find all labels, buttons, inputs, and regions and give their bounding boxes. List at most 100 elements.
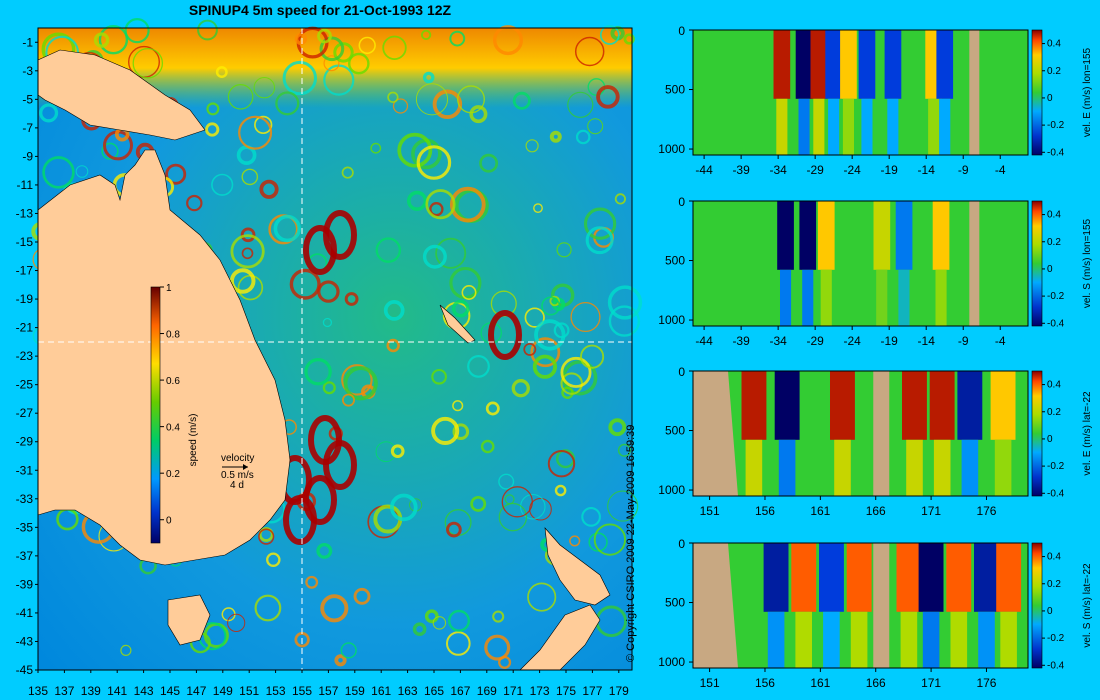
- eddy-swirl: [432, 616, 447, 630]
- eddy-swirl: [587, 118, 604, 135]
- eddy-swirl: [266, 552, 281, 567]
- section-colorbar-tick-label: 0: [1047, 93, 1053, 104]
- eddy-swirl: [533, 203, 543, 214]
- section-velocity-band-deep: [767, 611, 785, 669]
- section-y-tick-label: 0: [678, 195, 685, 209]
- map-x-tick-label: 137: [54, 684, 74, 698]
- section-velocity-band: [791, 543, 817, 612]
- eddy-swirl: [358, 36, 376, 55]
- section-x-tick-label: -19: [881, 334, 899, 348]
- colorbar-tick-label: 0.4: [166, 423, 180, 434]
- section-x-tick-label: -44: [695, 334, 713, 348]
- section-velocity-band: [795, 30, 813, 99]
- section-velocity-band-deep: [828, 98, 840, 156]
- section-velocity-band: [946, 543, 972, 612]
- map-y-tick-label: -45: [16, 663, 34, 677]
- section-colorbar: [1031, 370, 1043, 497]
- eddy-swirl: [431, 368, 447, 385]
- section-velocity-band: [830, 371, 855, 440]
- section-velocity-band: [799, 201, 817, 270]
- section-panel-vel-e-lat22: 151 156 161 166 171 176 0 500 1000 0.4 0.2 0 -0.2 -0.…: [658, 365, 1093, 518]
- map-x-tick-label: 153: [266, 684, 286, 698]
- section-velocity-band: [902, 371, 927, 440]
- map-x-tick-label: 141: [107, 684, 127, 698]
- eddy-swirl: [583, 207, 617, 240]
- section-x-tick-label: 151: [700, 676, 720, 690]
- section-x-tick-label: -29: [806, 334, 824, 348]
- section-colorbar-tick-label: 0.4: [1047, 380, 1061, 391]
- eddy-swirl: [534, 319, 566, 351]
- eddy-swirl: [527, 582, 557, 612]
- section-x-tick-label: -19: [881, 163, 899, 177]
- eddy-swirl: [599, 25, 620, 45]
- eddy-swirl: [617, 443, 631, 457]
- map-y-tick-label: -31: [16, 463, 34, 477]
- colorbar-tick-label: 0: [166, 516, 172, 527]
- eddy-swirl: [370, 142, 382, 154]
- section-velocity-band: [819, 543, 844, 612]
- eddy-swirl: [382, 35, 407, 61]
- velocity-key-speed: 0.5 m/s: [221, 470, 254, 481]
- section-x-tick-label: 161: [810, 504, 830, 518]
- section-colorbar-tick-label: 0.2: [1047, 66, 1061, 77]
- section-land-ridge: [873, 371, 890, 496]
- section-velocity-band-deep: [795, 611, 812, 669]
- eddy-swirl: [375, 237, 402, 263]
- section-y-tick-label: 500: [665, 424, 685, 438]
- map-y-tick-label: -15: [16, 235, 34, 249]
- map-x-tick-label: 149: [213, 684, 233, 698]
- eddy-swirl: [75, 165, 89, 178]
- map-x-tick-label: 135: [28, 684, 48, 698]
- section-velocity-band: [741, 371, 767, 440]
- eddy-swirl: [341, 393, 355, 407]
- speed-colorbar-label: speed (m/s): [188, 414, 199, 467]
- eddy-swirl: [547, 450, 576, 478]
- section-y-tick-label: 0: [678, 537, 685, 551]
- map-title: SPINUP4 5m speed for 21-Oct-1993 12Z: [188, 2, 452, 18]
- map-y-tick-label: -35: [16, 520, 34, 534]
- colorbar-tick-label: 0.6: [166, 376, 180, 387]
- eddy-swirl: [340, 642, 357, 659]
- section-colorbar-tick-label: -0.4: [1047, 147, 1065, 158]
- eddy-swirl: [614, 193, 627, 205]
- eddy-swirl: [556, 242, 572, 258]
- eddy-swirl: [567, 91, 594, 118]
- eddy-swirl: [530, 337, 561, 368]
- eddy-swirl: [273, 214, 301, 243]
- section-velocity-band-deep: [1000, 611, 1017, 669]
- map-x-tick-label: 171: [503, 684, 523, 698]
- eddy-swirl: [452, 423, 470, 441]
- section-x-tick-label: -44: [695, 163, 713, 177]
- section-velocity-band-deep: [978, 611, 995, 669]
- eddy-swirl: [607, 490, 639, 522]
- eddy-swirl: [241, 247, 254, 260]
- eddy-swirl: [479, 153, 499, 173]
- eddy-swirl: [93, 32, 110, 48]
- section-x-tick-label: 156: [755, 676, 775, 690]
- strong-current-feature: [308, 415, 342, 465]
- eddy-swirl: [333, 42, 354, 63]
- section-velocity-band: [873, 201, 891, 270]
- section-colorbar-tick-label: 0.2: [1047, 407, 1061, 418]
- map-y-tick-label: -39: [16, 577, 34, 591]
- section-ylabel: vel. E (m/s) lon=155: [1082, 47, 1093, 137]
- section-velocity-band: [774, 371, 800, 440]
- eddy-swirl: [390, 444, 405, 459]
- strong-current-feature: [283, 495, 317, 545]
- map-x-tick-label: 173: [530, 684, 550, 698]
- section-ylabel: vel. E (m/s) lat=-22: [1082, 391, 1093, 476]
- section-velocity-band: [918, 543, 944, 612]
- section-panel-vel-s-lon155: -44 -39 -34 -29 -24 -19 -14 -9 -4 0 500 1000 0.4 0.2 0…: [658, 195, 1093, 348]
- eddy-swirl: [341, 364, 373, 396]
- new-guinea-landmass: [37, 49, 206, 141]
- section-velocity-band-deep: [935, 269, 947, 327]
- eddy-swirl: [282, 60, 317, 96]
- section-velocity-band-deep: [887, 98, 899, 156]
- section-x-tick-label: 156: [755, 504, 775, 518]
- section-velocity-band-deep: [842, 98, 854, 156]
- speed-map: 135 137 139 141 143 145 147 149 151 153 155 157 159 1…: [16, 18, 643, 698]
- eddy-swirl: [623, 33, 635, 45]
- eddy-swirl: [575, 129, 591, 145]
- section-x-tick-label: -39: [732, 334, 750, 348]
- map-y-tick-label: -43: [16, 634, 34, 648]
